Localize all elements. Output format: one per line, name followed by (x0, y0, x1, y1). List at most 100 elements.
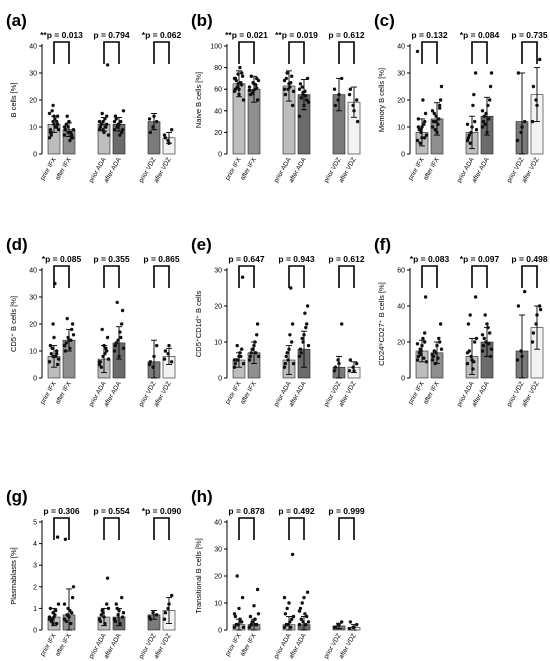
data-point (248, 614, 253, 619)
data-point (305, 614, 309, 619)
data-point (288, 620, 292, 624)
data-point (472, 92, 476, 97)
data-point (300, 336, 304, 341)
data-point (299, 617, 303, 621)
data-point (340, 76, 344, 81)
data-point (297, 622, 302, 627)
data-point (249, 74, 253, 78)
data-point (121, 611, 126, 615)
data-point (340, 322, 344, 326)
data-point (47, 136, 52, 140)
p-value-label: **p = 0.019 (275, 30, 318, 40)
data-point (482, 336, 486, 341)
data-point (538, 307, 543, 312)
data-point (255, 322, 260, 326)
data-point (70, 322, 75, 326)
data-point (423, 119, 427, 124)
significance-bracket (521, 265, 538, 288)
data-point (340, 620, 344, 624)
significance-bracket (288, 517, 305, 540)
data-point (255, 333, 259, 337)
data-point (70, 327, 74, 332)
p-value-label: *p = 0.097 (460, 254, 500, 264)
y-tick-label: 10 (214, 601, 222, 608)
data-point (71, 585, 76, 589)
panel-label: (e) (191, 235, 212, 254)
data-point (534, 322, 538, 326)
data-point (55, 621, 59, 626)
data-point (253, 340, 257, 344)
data-point (283, 361, 288, 366)
data-point (99, 365, 104, 369)
y-axis-label: Memory B cells [%] (377, 68, 386, 132)
y-tick-label: 0 (401, 152, 405, 159)
y-tick-label: 20 (214, 574, 222, 581)
significance-bracket (238, 265, 255, 288)
data-point (438, 98, 443, 102)
data-point (112, 119, 117, 124)
data-point (98, 125, 103, 129)
data-point (520, 125, 524, 129)
data-point (337, 361, 341, 366)
data-point (289, 625, 293, 629)
data-point (419, 352, 423, 357)
p-value-label: *p = 0.084 (460, 30, 500, 40)
data-point (147, 362, 152, 367)
data-point (237, 92, 241, 97)
p-value-label: p = 0.306 (43, 506, 79, 516)
y-axis-label: CD5⁺ B cells [%] (9, 296, 18, 352)
panel-label: (f) (374, 235, 391, 254)
data-point (53, 613, 57, 617)
data-point (250, 620, 254, 624)
data-point (49, 130, 53, 135)
data-point (300, 85, 304, 89)
data-point (332, 87, 337, 91)
data-point (69, 338, 73, 342)
data-point (69, 130, 73, 135)
data-point (289, 81, 293, 85)
y-tick-label: 30 (214, 547, 222, 554)
data-point (235, 574, 239, 578)
y-tick-label: 0 (218, 628, 222, 635)
data-point (114, 602, 119, 606)
data-point (303, 612, 307, 616)
data-point (241, 361, 246, 366)
data-point (488, 354, 493, 359)
data-point (256, 354, 261, 359)
y-tick-label: 20 (214, 130, 222, 137)
data-point (290, 74, 294, 78)
data-point (239, 620, 243, 624)
data-point (520, 354, 524, 359)
data-point (535, 103, 539, 108)
data-point (121, 346, 126, 350)
data-point (233, 76, 238, 81)
data-point (306, 343, 311, 348)
data-point (163, 349, 168, 353)
data-point (236, 622, 240, 627)
data-point (430, 109, 435, 113)
data-point (538, 304, 542, 308)
y-axis-label: CD24ʰⁱCD27⁺ B cells [%] (377, 282, 386, 366)
data-point (469, 130, 473, 135)
data-point (114, 117, 119, 121)
data-point (437, 117, 441, 121)
data-point (120, 308, 125, 313)
panel-label: (a) (6, 11, 27, 30)
data-point (238, 65, 242, 70)
data-point (480, 349, 485, 353)
data-point (291, 89, 296, 94)
data-point (290, 340, 294, 344)
data-point (337, 92, 341, 97)
data-point (148, 360, 153, 364)
p-value-label: p = 0.878 (228, 506, 264, 516)
data-point (98, 619, 103, 624)
data-point (103, 621, 107, 626)
data-point (304, 93, 308, 98)
data-point (162, 357, 167, 361)
data-point (471, 103, 475, 108)
data-point (238, 351, 242, 355)
data-point (64, 122, 69, 127)
data-point (438, 322, 443, 326)
panel-label: (c) (374, 11, 395, 30)
